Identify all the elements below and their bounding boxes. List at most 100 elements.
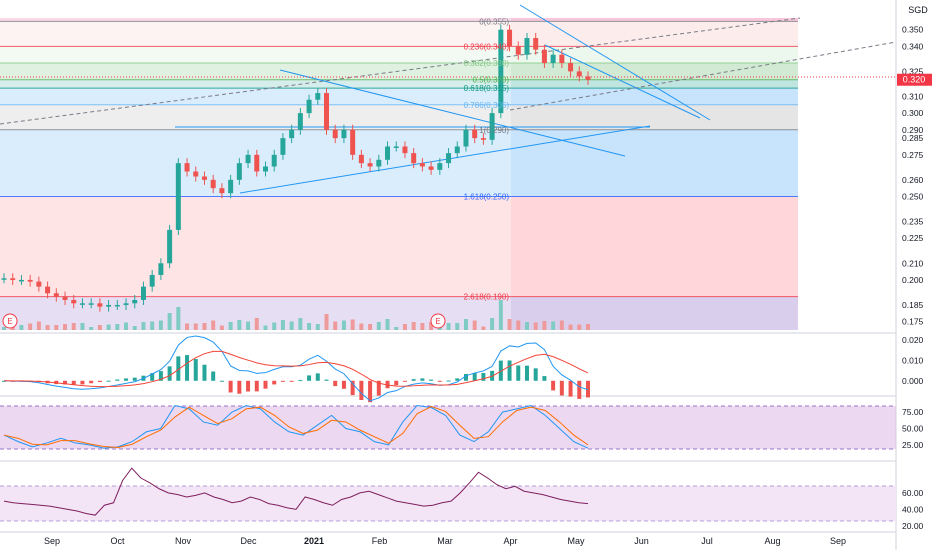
macd-histogram-bar [132, 377, 137, 381]
candle-body [175, 163, 181, 230]
pane-frames [0, 0, 897, 550]
candle-body [402, 146, 408, 154]
candle-body [114, 304, 120, 307]
candle-body [437, 163, 443, 170]
macd-histogram-bar [219, 380, 224, 382]
time-tick-label: Feb [372, 536, 388, 546]
fib-level-label: 0.382(0.330) [464, 59, 510, 68]
rsi-tick-label: 60.00 [902, 488, 924, 498]
macd-histogram-bar [228, 380, 233, 393]
candle-body [550, 54, 556, 64]
volume-bar [551, 321, 556, 330]
price-tick-label: 0.185 [902, 300, 924, 310]
candle-body [358, 154, 364, 164]
volume-bar [524, 322, 529, 330]
candle-body [149, 274, 155, 287]
candle-body [576, 71, 582, 77]
stochastic-pane [3, 404, 589, 449]
volume-bar [158, 320, 163, 330]
candle-body [376, 159, 382, 167]
price-tick-label: 0.290 [902, 125, 924, 135]
macd-pane [2, 335, 590, 403]
candle-body [393, 146, 399, 148]
rsi-tick-label: 40.00 [902, 504, 924, 514]
price-tick-label: 0.275 [902, 150, 924, 160]
macd-histogram-bar [158, 371, 163, 381]
macd-histogram-bar [272, 380, 277, 385]
macd-histogram-bar [298, 380, 303, 382]
fib-level-label: 0.786(0.305) [464, 101, 510, 110]
fib-zone-projection [511, 296, 798, 330]
volume-bar [176, 307, 181, 330]
fib-level-label: 0.618(0.315) [464, 84, 510, 93]
fib-zone-projection [511, 196, 798, 297]
volume-bar [106, 324, 111, 330]
volume-bar [298, 318, 303, 330]
volume-bar [263, 325, 268, 330]
candle-body [428, 166, 434, 170]
macd-histogram-bar [559, 380, 564, 396]
candle-body [297, 113, 303, 130]
macd-histogram-bar [429, 379, 434, 381]
fib-level-label: 0.236(0.340) [464, 42, 510, 51]
candle-body [158, 263, 164, 275]
volume-bar [132, 326, 137, 330]
price-tick-label: 0.260 [902, 175, 924, 185]
candle-body [568, 63, 574, 72]
price-tick-label: 0.235 [902, 217, 924, 227]
macd-histogram-bar [446, 380, 451, 382]
time-tick-label: Oct [110, 536, 125, 546]
earnings-marker[interactable] [2, 313, 18, 329]
candle-body [385, 146, 391, 160]
candle-body [45, 286, 51, 294]
volume-bar [202, 323, 207, 330]
volume-bar [246, 321, 251, 330]
macd-histogram-bar [437, 380, 442, 382]
time-tick-label: May [567, 536, 585, 546]
candle-body [62, 296, 68, 300]
macd-histogram-bar [359, 380, 364, 401]
macd-histogram-bar [193, 359, 198, 381]
candle-body [262, 166, 268, 172]
time-tick-label: Sep [44, 536, 60, 546]
candle-body [541, 49, 547, 64]
macd-histogram-bar [307, 375, 312, 381]
candle-body [480, 138, 486, 140]
macd-histogram-bar [333, 380, 338, 387]
volume-bar [333, 321, 338, 330]
volume-bar [542, 321, 547, 330]
volume-bar [368, 324, 373, 330]
candle-body [18, 279, 24, 282]
volume-bar [315, 324, 320, 330]
volume-bar [237, 320, 242, 330]
trend-lines [0, 4, 897, 194]
candle-body [132, 299, 138, 304]
volume-bar [54, 325, 59, 330]
earnings-marker-label: E [7, 317, 12, 326]
volume-bar [446, 323, 451, 330]
fib-level-label: 1.618(0.250) [464, 193, 510, 202]
volume-bar [307, 323, 312, 330]
volume-bar [341, 320, 346, 330]
macd-histogram-bar [89, 380, 94, 384]
macd-histogram-bar [394, 380, 399, 386]
macd-histogram-bar [315, 373, 320, 381]
candle-body [245, 154, 251, 164]
volume-bar [498, 300, 503, 330]
macd-histogram-bar [568, 380, 573, 397]
macd-histogram-bar [551, 380, 556, 391]
stochastic-axis: 75.00 50.00 25.00 [902, 407, 924, 450]
candle-body [271, 154, 277, 167]
candle-body [27, 279, 33, 282]
price-tick-label: 0.210 [902, 258, 924, 268]
volume-bar [45, 325, 50, 330]
volume-bar [516, 320, 521, 330]
price-candles [1, 24, 591, 312]
earnings-marker[interactable] [430, 313, 446, 329]
macd-histogram-bar [455, 378, 460, 381]
time-tick-label: Jun [634, 536, 649, 546]
macd-histogram-bar [350, 380, 355, 396]
